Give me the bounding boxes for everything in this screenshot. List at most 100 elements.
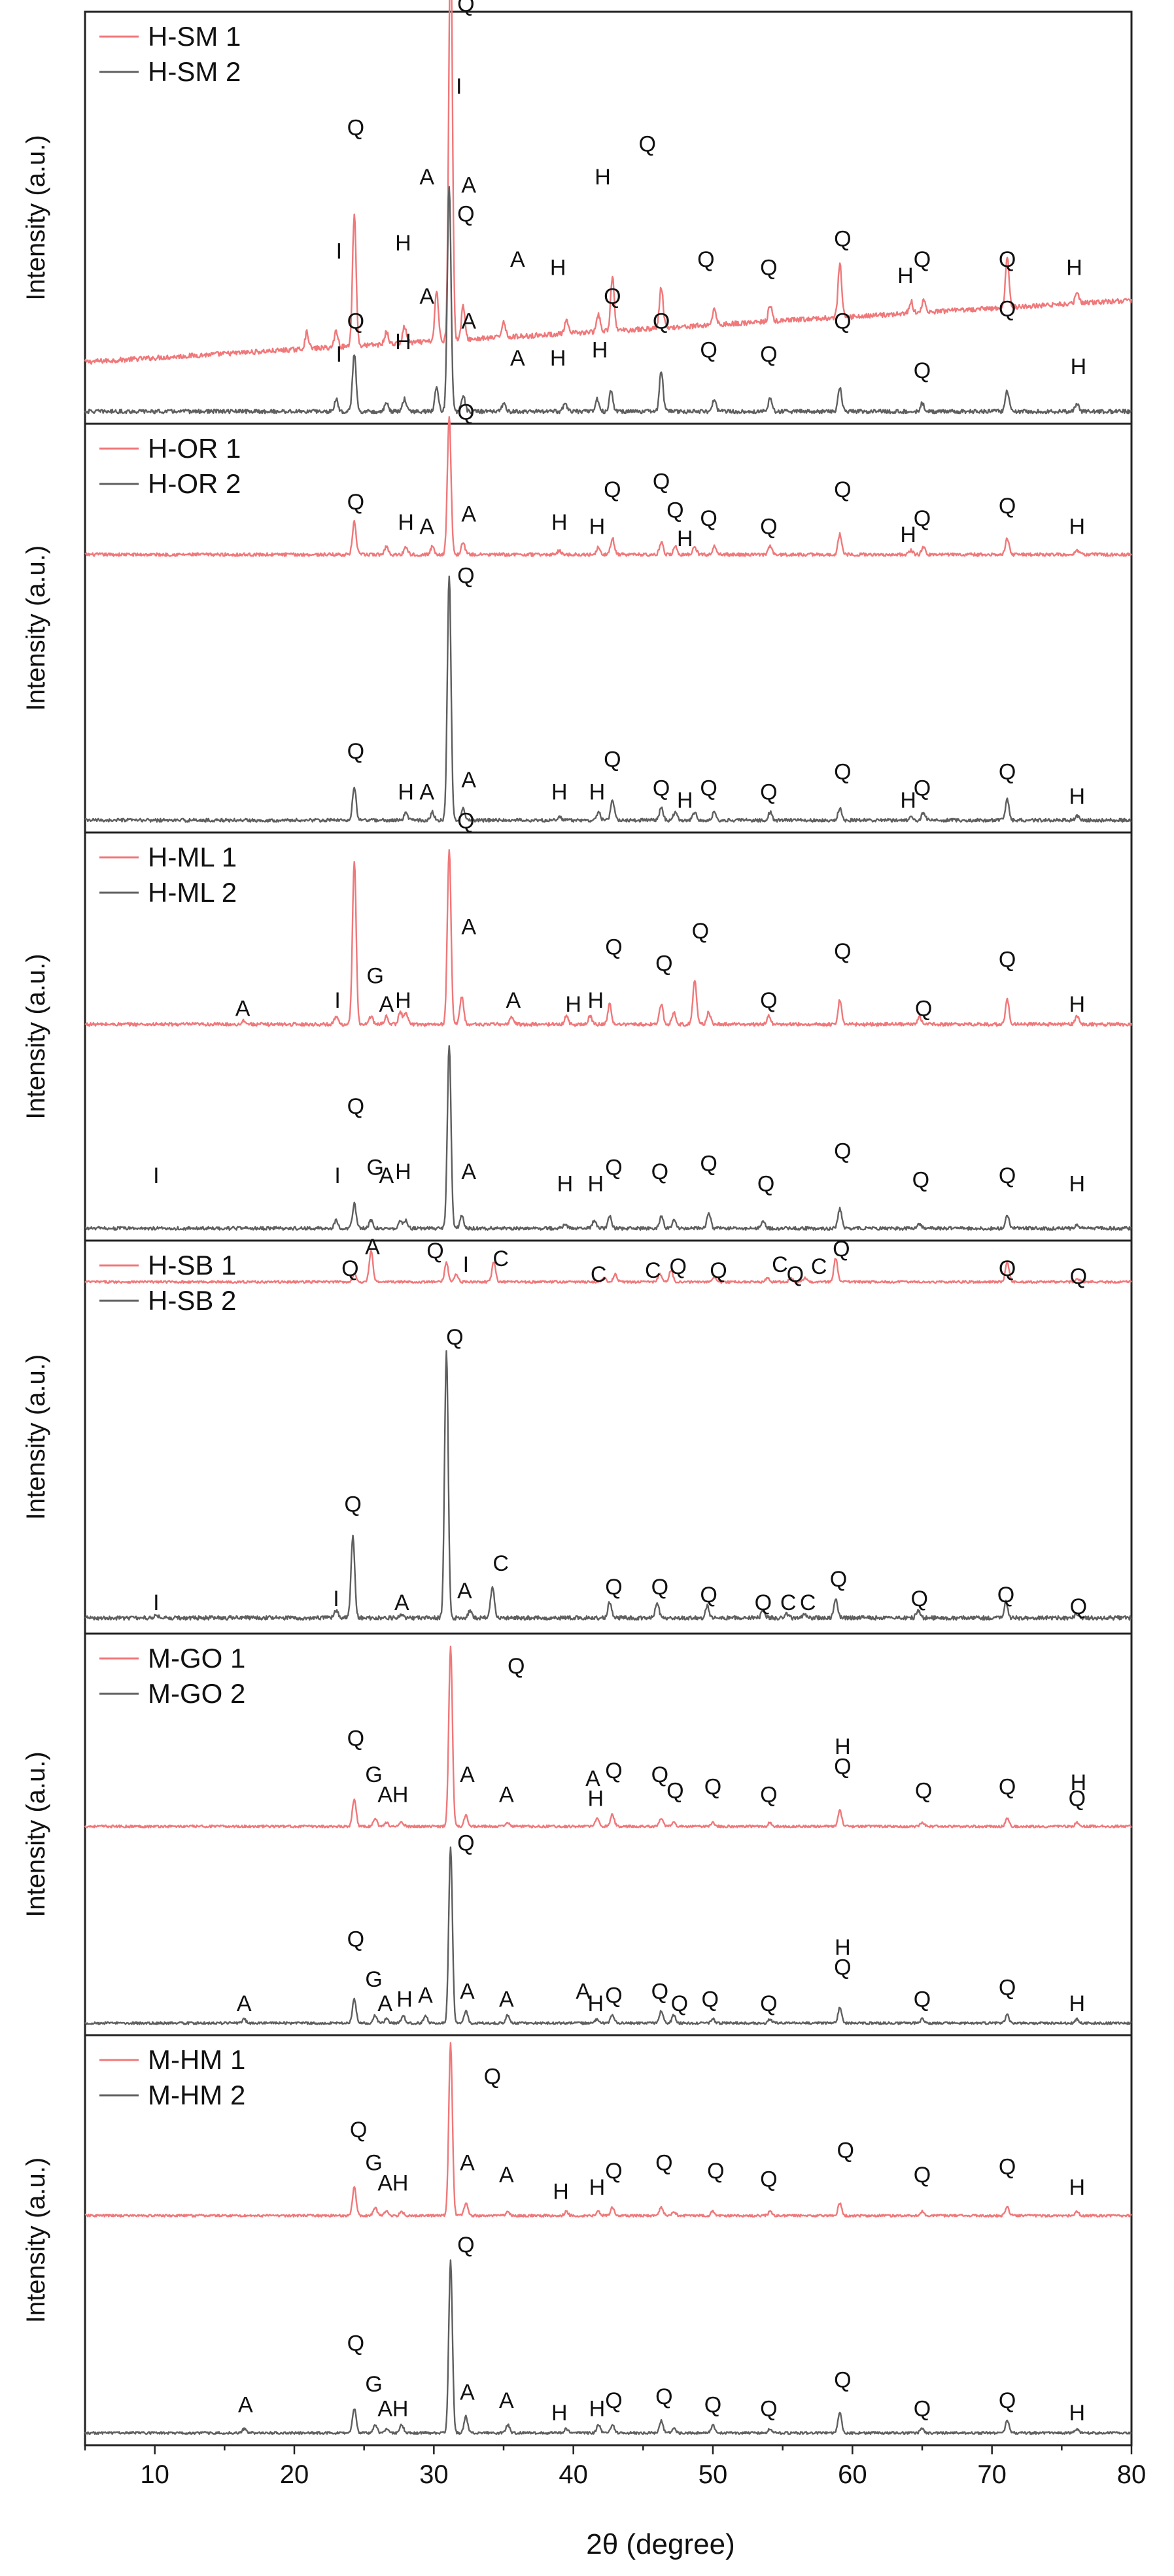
peak-label-q: Q bbox=[605, 2159, 622, 2184]
peak-label-q: Q bbox=[755, 1590, 772, 1615]
peak-label-q: Q bbox=[605, 1984, 622, 2008]
peak-label-a: A bbox=[419, 165, 434, 190]
peak-label-h: H bbox=[551, 510, 568, 535]
peak-label-q: Q bbox=[760, 780, 777, 805]
peak-label-h: H bbox=[589, 2175, 606, 2200]
peak-label-q: Q bbox=[457, 400, 474, 424]
peak-label-h: H bbox=[897, 264, 914, 288]
peak-label-a: A bbox=[377, 2171, 392, 2196]
peak-label-q: Q bbox=[347, 1927, 364, 1952]
peak-label-q: Q bbox=[457, 202, 474, 227]
peak-label-q: Q bbox=[760, 2397, 777, 2422]
peak-label-q: Q bbox=[999, 2388, 1016, 2413]
peak-label-a: A bbox=[418, 1984, 433, 2008]
peak-label-q: Q bbox=[914, 247, 931, 272]
peak-label-q: Q bbox=[446, 1325, 463, 1350]
peak-label-h: H bbox=[900, 788, 916, 813]
peak-label-q: Q bbox=[655, 2384, 672, 2409]
peak-label-q: Q bbox=[350, 2118, 367, 2142]
peak-label-q: Q bbox=[638, 132, 655, 157]
peak-label-q: Q bbox=[697, 247, 714, 272]
peak-label-h: H bbox=[565, 992, 581, 1017]
series-line-h-ml-2 bbox=[84, 1044, 1132, 1231]
peak-label-q: Q bbox=[457, 2233, 474, 2258]
legend-label: H-SM 2 bbox=[148, 56, 241, 87]
series-line-h-ml-1 bbox=[84, 849, 1133, 1027]
peak-label-q: Q bbox=[914, 776, 931, 800]
peak-label-q: Q bbox=[834, 939, 851, 964]
peak-label-h: H bbox=[589, 514, 606, 539]
peak-label-c: C bbox=[811, 1254, 827, 1279]
peak-label-a: A bbox=[499, 2388, 514, 2413]
peak-label-c: C bbox=[492, 1246, 509, 1271]
series-line-h-sb-1 bbox=[84, 1250, 1132, 1284]
peak-label-a: A bbox=[457, 1579, 472, 1604]
peak-label-a: A bbox=[585, 1766, 600, 1791]
peak-label-q: Q bbox=[457, 563, 474, 588]
x-axis: 10 20 30 40 50 60 70 80 bbox=[84, 2445, 1146, 2489]
peak-label-a: A bbox=[419, 514, 434, 539]
x-tick-label: 10 bbox=[140, 2460, 169, 2489]
y-axis-label: Intensity (a.u.) bbox=[22, 1751, 50, 1917]
peak-label-q: Q bbox=[671, 1991, 688, 2016]
peak-label-a: A bbox=[510, 346, 525, 371]
peak-label-a: A bbox=[235, 996, 250, 1021]
peak-label-q: Q bbox=[999, 247, 1016, 272]
peak-label-q: Q bbox=[834, 759, 851, 784]
peak-label-q: Q bbox=[704, 1774, 721, 1799]
peak-label-q: Q bbox=[760, 2167, 777, 2191]
peak-label-a: A bbox=[394, 1590, 409, 1615]
peak-label-a: A bbox=[379, 1163, 394, 1188]
peak-label-c: C bbox=[645, 1258, 661, 1283]
peak-label-q: Q bbox=[834, 309, 851, 334]
peak-label-q: Q bbox=[653, 776, 670, 800]
peak-label-i: I bbox=[153, 1590, 159, 1615]
peak-label-h: H bbox=[550, 346, 566, 371]
peak-label-q: Q bbox=[1070, 1264, 1087, 1289]
peak-label-i: I bbox=[336, 342, 342, 367]
peak-label-q: Q bbox=[426, 1239, 443, 1263]
peak-label-h: H bbox=[1069, 514, 1086, 539]
peak-label-a: A bbox=[377, 1991, 392, 2016]
legend-label: H-OR 2 bbox=[148, 468, 241, 499]
peak-label-c: C bbox=[772, 1252, 788, 1277]
peak-label-q: Q bbox=[666, 498, 683, 523]
legend-label: H-SB 1 bbox=[148, 1250, 236, 1280]
peak-label-c: C bbox=[800, 1590, 816, 1615]
legend-label: H-SM 1 bbox=[148, 21, 241, 52]
peak-label-h: H bbox=[392, 1783, 409, 1808]
peak-label-q: Q bbox=[605, 1575, 622, 1600]
peak-label-h: H bbox=[1071, 354, 1087, 379]
peak-label-h: H bbox=[1066, 256, 1082, 281]
peak-label-q: Q bbox=[701, 1987, 718, 2012]
peak-label-g: G bbox=[366, 1156, 383, 1180]
peak-label-a: A bbox=[461, 309, 476, 334]
peak-label-i: I bbox=[336, 239, 342, 264]
panel-frame bbox=[84, 2034, 1133, 2447]
peak-label-h: H bbox=[553, 2179, 569, 2204]
peak-label-a: A bbox=[365, 1235, 380, 1260]
series-line-h-sm-1 bbox=[84, 0, 1133, 365]
peak-label-q: Q bbox=[710, 1258, 727, 1283]
peak-label-a: A bbox=[419, 284, 434, 309]
peak-label-i: I bbox=[153, 1163, 159, 1188]
legend-label: H-SB 2 bbox=[148, 1285, 236, 1316]
peak-label-a: A bbox=[238, 2392, 253, 2417]
peak-label-q: Q bbox=[834, 2368, 851, 2393]
peak-label-a: A bbox=[499, 2163, 514, 2188]
peak-label-h: H bbox=[395, 231, 411, 256]
peak-label-a: A bbox=[460, 1762, 475, 1787]
peak-label-a: A bbox=[379, 992, 394, 1017]
peak-label-q: Q bbox=[347, 2331, 364, 2356]
peak-label-q: Q bbox=[605, 2388, 622, 2413]
peak-label-q: Q bbox=[914, 2397, 931, 2422]
y-axis-label: Intensity (a.u.) bbox=[22, 953, 50, 1119]
series-line-m-go-1 bbox=[84, 1645, 1132, 1829]
peak-label-q: Q bbox=[484, 2065, 501, 2089]
peak-label-q: Q bbox=[605, 1156, 622, 1180]
peak-label-q: Q bbox=[700, 506, 717, 531]
peak-label-q: Q bbox=[655, 2150, 672, 2175]
